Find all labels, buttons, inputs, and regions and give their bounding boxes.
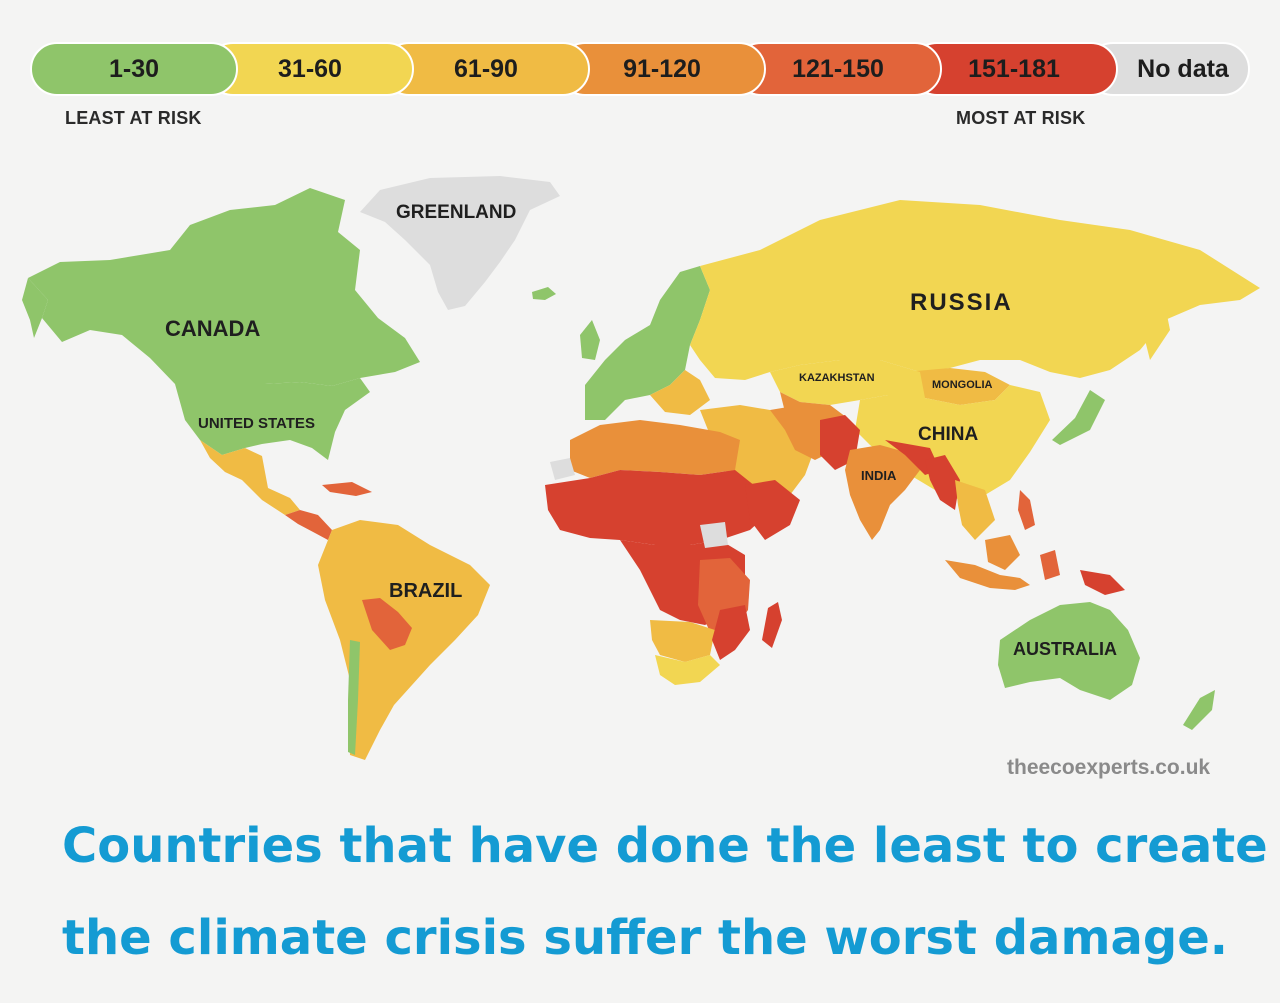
legend-segment-2: 61-90 xyxy=(382,42,590,96)
europe-shape xyxy=(585,266,710,420)
legend-segment-4: 121-150 xyxy=(734,42,942,96)
land-shapes xyxy=(22,176,1260,760)
mongolia-shape xyxy=(905,368,1010,405)
western-sahara-shape xyxy=(550,458,575,480)
label-united-states: UNITED STATES xyxy=(198,415,315,432)
legend-segment-5: 151-181 xyxy=(910,42,1118,96)
new-zealand-shape xyxy=(1183,690,1215,730)
label-china: CHINA xyxy=(918,424,978,445)
peru-bolivia-shape xyxy=(362,598,412,650)
alaska-shape xyxy=(22,278,48,338)
kamchatka-shape xyxy=(1140,305,1170,360)
label-greenland: GREENLAND xyxy=(396,202,516,223)
caribbean-shape xyxy=(322,482,372,496)
borneo-shape xyxy=(985,535,1020,570)
philippines-shape xyxy=(1018,490,1035,530)
madagascar-shape xyxy=(762,602,782,648)
south-sudan-shape xyxy=(700,522,728,548)
chile-shape xyxy=(348,640,360,755)
australia-shape xyxy=(998,602,1140,700)
nepal-bangladesh-shape xyxy=(885,440,940,475)
mozambique-shape xyxy=(712,605,750,660)
map-labels: GREENLAND CANADA UNITED STATES RUSSIA KA… xyxy=(165,202,1117,659)
risk-legend: No data 151-181 121-150 91-120 61-90 31-… xyxy=(30,42,1250,98)
horn-of-africa-shape xyxy=(745,480,800,540)
least-at-risk-label: LEAST AT RISK xyxy=(65,108,202,128)
canada-shape xyxy=(28,188,420,386)
kazakhstan-shape xyxy=(770,360,900,405)
label-russia: RUSSIA xyxy=(910,289,1013,316)
myanmar-shape xyxy=(925,455,960,510)
central-america-shape xyxy=(285,510,332,540)
angola-zambia-shape xyxy=(650,620,715,662)
southern-africa-shape xyxy=(655,655,720,685)
label-australia: AUSTRALIA xyxy=(1013,639,1117,659)
papua-shape xyxy=(1080,570,1125,595)
label-india: INDIA xyxy=(861,468,897,483)
iceland-shape xyxy=(532,287,556,300)
mexico-shape xyxy=(200,440,300,515)
united-states-shape xyxy=(175,378,370,460)
iran-shape xyxy=(770,405,835,460)
greenland-shape xyxy=(360,176,560,310)
sulawesi-shape xyxy=(1040,550,1060,580)
caption-line-2: the climate crisis suffer the worst dama… xyxy=(62,910,1228,966)
indochina-shape xyxy=(955,480,995,540)
most-at-risk-label: MOST AT RISK xyxy=(956,108,1086,128)
russia-shape xyxy=(690,200,1260,380)
label-mongolia: MONGOLIA xyxy=(932,379,993,391)
sahel-shape xyxy=(545,470,770,545)
world-risk-map: GREENLAND CANADA UNITED STATES RUSSIA KA… xyxy=(22,176,1260,760)
uk-shape xyxy=(580,320,600,360)
label-brazil: BRAZIL xyxy=(389,580,462,602)
north-africa-shape xyxy=(570,420,740,478)
india-shape xyxy=(845,445,920,540)
japan-shape xyxy=(1052,390,1105,445)
legend-segment-0: 1-30 xyxy=(30,42,238,96)
source-credit: theecoexperts.co.uk xyxy=(1007,756,1211,779)
caption-line-1: Countries that have done the least to cr… xyxy=(62,818,1268,874)
label-canada: CANADA xyxy=(165,316,260,341)
malaysia-indonesia-shape xyxy=(945,560,1030,590)
label-kazakhstan: KAZAKHSTAN xyxy=(799,372,875,384)
southern-europe-shape xyxy=(650,370,710,415)
